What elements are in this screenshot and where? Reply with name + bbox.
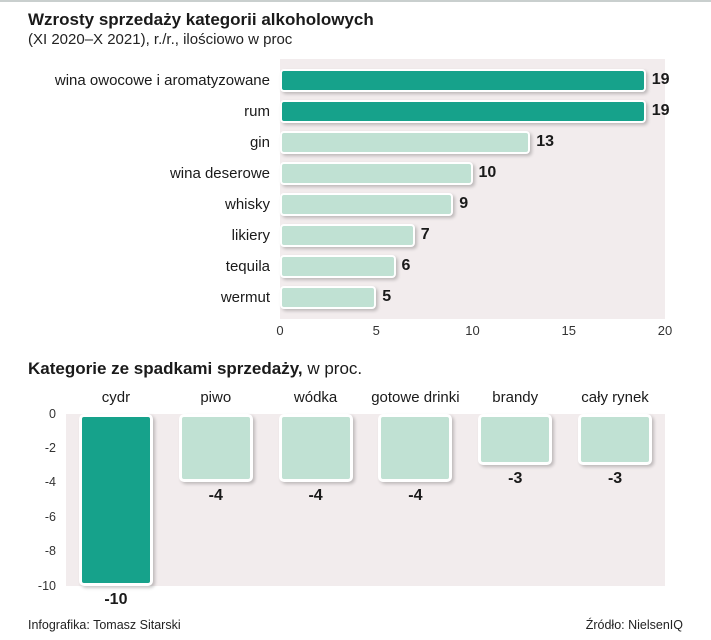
bar-value-label: -3 — [508, 470, 523, 488]
x-axis-tick-label: 5 — [372, 322, 380, 338]
category-label: tequila — [225, 257, 270, 275]
bar-column: -4 — [166, 413, 266, 586]
x-axis-tick-label: 15 — [561, 322, 576, 338]
y-axis-tick-label: -8 — [44, 544, 56, 559]
bar-row: 19 — [280, 96, 670, 127]
category-label: brandy — [492, 388, 539, 406]
bar-value-label: -10 — [104, 590, 128, 608]
bar — [280, 285, 377, 309]
y-axis-tick-label: -10 — [37, 578, 56, 593]
axis-spacer — [28, 319, 280, 343]
category-label: wódka — [293, 388, 338, 406]
y-axis-tick-label: 0 — [49, 406, 56, 421]
x-axis-tick-label: 20 — [657, 322, 673, 338]
bar — [280, 99, 646, 123]
growth-chart-plot-area: 19 19 13 10 9 7 6 5 — [280, 58, 670, 319]
decline-chart-title: Kategorie ze spadkami sprzedaży, w proc. — [0, 343, 711, 389]
bar-value-label: 5 — [382, 288, 392, 305]
bar-row: 10 — [280, 158, 665, 189]
bar — [478, 413, 553, 466]
bar-column: -3 — [565, 413, 665, 586]
bar — [178, 413, 253, 483]
decline-chart-category-row: cydr piwo wódka gotowe drinki brandy cały ryn… — [66, 389, 665, 414]
bar-value-label: -4 — [408, 487, 423, 505]
bar-row: 9 — [280, 189, 665, 220]
growth-chart-label-column: wina owocowe i aromatyzowane rum gin wina d… — [28, 59, 280, 319]
category-label: piwo — [200, 388, 232, 406]
category-label: rum — [244, 102, 270, 120]
bar-value-label: 7 — [420, 226, 430, 243]
bar-column: -10 — [66, 413, 166, 608]
bar-value-label: 9 — [459, 195, 469, 212]
footer: Infografika: Tomasz Sitarski Źródło: Nie… — [28, 618, 683, 632]
decline-chart-plot-area: -10 -4 -4 -4 -3 -3 — [66, 413, 665, 608]
category-label: wina owocowe i aromatyzowane — [54, 71, 270, 89]
category-label: cydr — [101, 388, 131, 406]
x-axis: 0 5 10 15 20 — [276, 319, 672, 343]
bar-value-label: -3 — [607, 470, 623, 488]
growth-bar-chart: wina owocowe i aromatyzowane rum gin wina d… — [0, 58, 711, 319]
category-label: gin — [249, 133, 270, 151]
bar-value-label: -4 — [308, 487, 323, 505]
decline-chart-title-rest: w proc. — [302, 358, 363, 378]
growth-chart-header: Wzrosty sprzedaży kategorii alkoholowych… — [0, 2, 711, 51]
bar — [280, 130, 531, 154]
x-axis-tick-label: 10 — [465, 322, 480, 338]
bar-value-label: 6 — [401, 257, 411, 274]
bar — [280, 161, 473, 185]
x-axis-tick-label: 0 — [276, 322, 284, 338]
source-text: Źródło: NielsenIQ — [585, 618, 683, 632]
bar-row: 7 — [280, 220, 665, 251]
bar — [578, 413, 652, 466]
top-rule — [0, 0, 711, 2]
bar — [280, 192, 454, 216]
y-axis-tick-label: -6 — [44, 509, 56, 524]
page-subtitle: (XI 2020–X 2021), r./r., ilościowo w pro… — [28, 31, 293, 49]
growth-chart-axis-row: 0 5 10 15 20 — [0, 319, 711, 343]
decline-chart-plot-row: 0 -2 -4 -6 -8 -10 -10 -4 -4 -4 -3 -3 — [28, 407, 665, 608]
bar-value-label: 19 — [651, 71, 670, 88]
bar-value-label: 19 — [651, 102, 670, 119]
bar — [280, 254, 396, 278]
axis-corner — [28, 389, 66, 414]
bar-value-label: -4 — [208, 487, 223, 505]
bar — [280, 68, 646, 92]
bar-column: -3 — [465, 413, 565, 586]
decline-chart-header-row: cydr piwo wódka gotowe drinki brandy cały ryn… — [28, 389, 665, 414]
bar — [280, 223, 415, 247]
y-axis: 0 -2 -4 -6 -8 -10 — [28, 407, 66, 593]
decline-bar-chart: cydr piwo wódka gotowe drinki brandy cały ryn… — [0, 389, 711, 608]
bar-column: -4 — [365, 413, 465, 586]
bar-row: 5 — [280, 282, 665, 313]
bar-row: 19 — [280, 65, 670, 96]
category-label: cały rynek — [581, 388, 649, 406]
bar — [78, 413, 153, 586]
page-title: Wzrosty sprzedaży kategorii alkoholowych — [28, 10, 374, 29]
bar-value-label: 13 — [536, 133, 555, 150]
bar-value-label: 10 — [478, 164, 497, 181]
bar-row: 6 — [280, 251, 665, 282]
category-label: wermut — [220, 288, 270, 306]
decline-chart-title-bold: Kategorie ze spadkami sprzedaży, — [28, 358, 303, 378]
bar-column: -4 — [266, 413, 366, 586]
bar — [278, 413, 353, 483]
category-label: whisky — [224, 195, 270, 213]
y-axis-tick-label: -4 — [44, 475, 56, 490]
credit-text: Infografika: Tomasz Sitarski — [28, 618, 181, 632]
category-label: gotowe drinki — [371, 388, 460, 406]
bar — [378, 413, 453, 483]
y-axis-tick-label: -2 — [44, 440, 56, 455]
category-label: likiery — [231, 226, 270, 244]
category-label: wina deserowe — [169, 164, 270, 182]
bar-row: 13 — [280, 127, 665, 158]
